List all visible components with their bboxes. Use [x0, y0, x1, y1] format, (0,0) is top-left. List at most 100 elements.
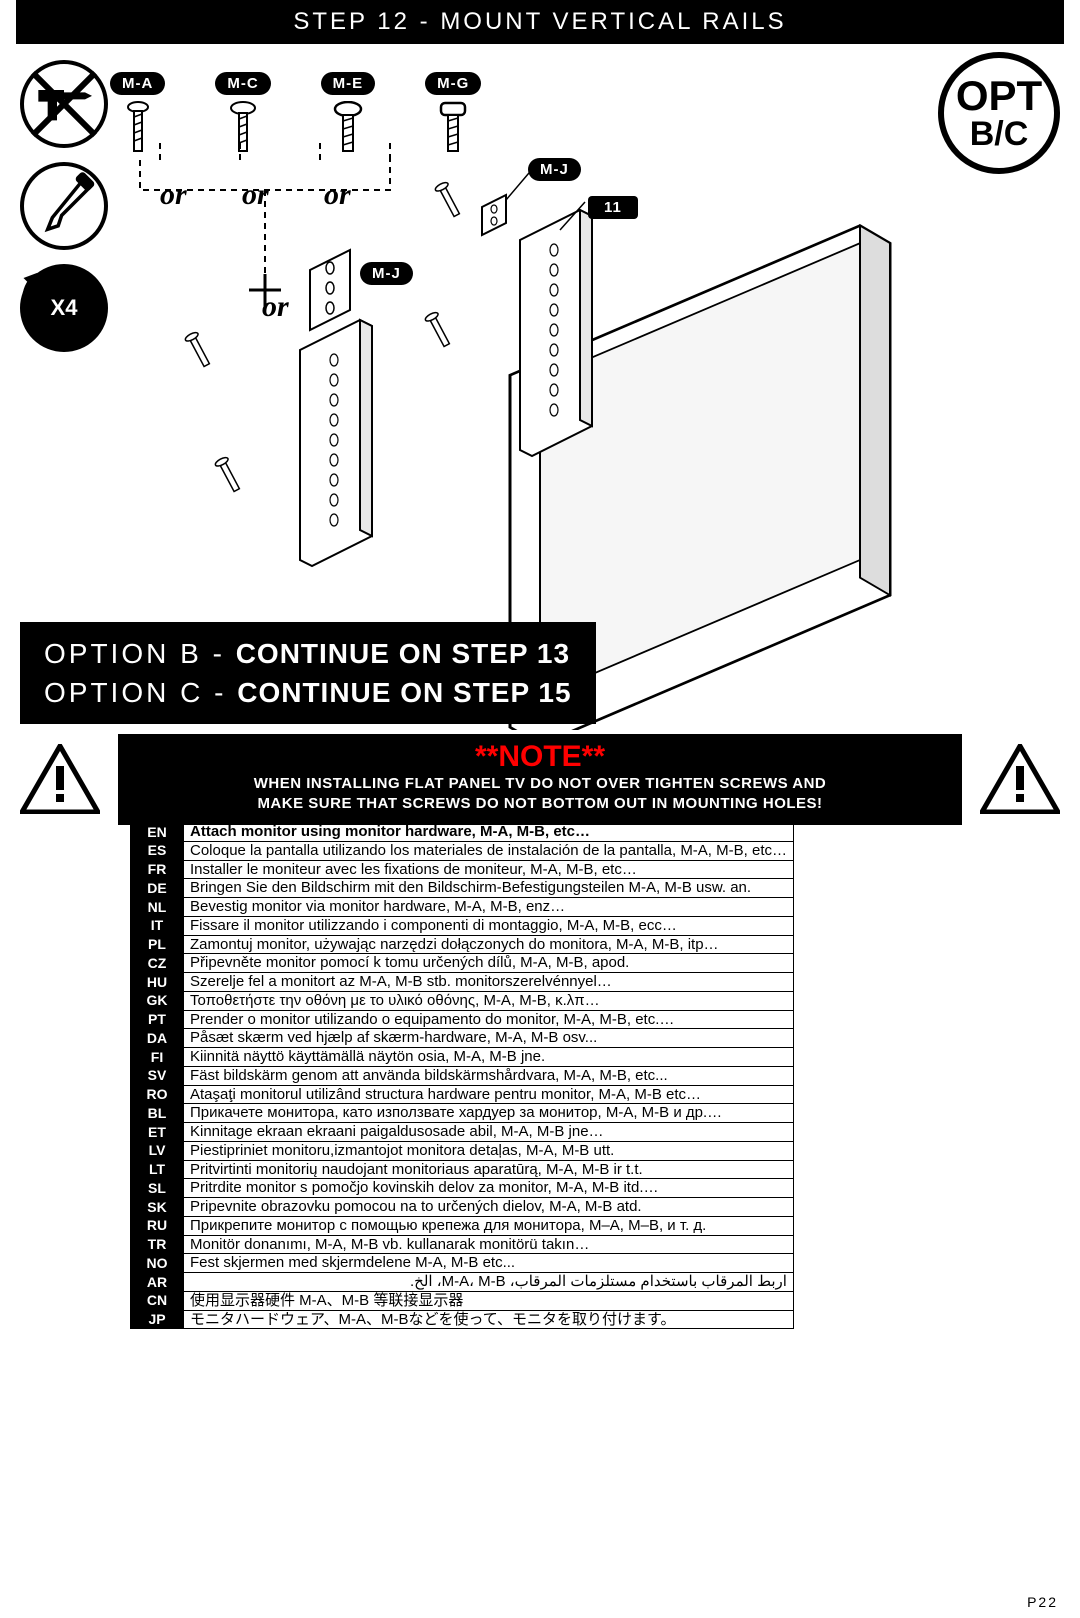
lang-code: SL: [131, 1179, 184, 1198]
table-row: NLBevestig monitor via monitor hardware,…: [131, 898, 794, 917]
or-label: or: [324, 178, 351, 212]
table-row: NOFest skjermen med skjermdelene M-A, M-…: [131, 1254, 794, 1273]
lang-text: Прикачете монитора, като използвате хард…: [184, 1104, 794, 1123]
lang-code: NL: [131, 898, 184, 917]
note-row: **NOTE** WHEN INSTALLING FLAT PANEL TV D…: [20, 734, 1060, 825]
tool-column: X4: [20, 60, 108, 352]
lang-code: DE: [131, 879, 184, 898]
note-title: **NOTE**: [128, 740, 952, 774]
bc-label: B/C: [970, 117, 1029, 151]
lang-text: Fäst bildskärm genom att använda bildskä…: [184, 1066, 794, 1085]
page-number: P22: [1027, 1594, 1058, 1610]
lang-code: GK: [131, 991, 184, 1010]
lang-text: Pripevnite obrazovku pomocou na to určen…: [184, 1198, 794, 1217]
table-row: GKΤοποθετήστε την οθόνη με το υλικό οθόν…: [131, 991, 794, 1010]
lang-text: Pritrdite monitor s pomočjo kovinskih de…: [184, 1179, 794, 1198]
table-row: LVPiestipriniet monitoru,izmantojot moni…: [131, 1141, 794, 1160]
table-row: CN使用显示器硬件 M-A、M-B 等联接显示器: [131, 1291, 794, 1310]
lang-code: JP: [131, 1310, 184, 1329]
lang-code: LT: [131, 1160, 184, 1179]
screw-label: M-A: [110, 72, 165, 95]
lang-text: Zamontuj monitor, używając narzędzi dołą…: [184, 935, 794, 954]
table-row: SVFäst bildskärm genom att använda bilds…: [131, 1066, 794, 1085]
lang-text: Fissare il monitor utilizzando i compone…: [184, 916, 794, 935]
lang-text: Monitör donanımı, M-A, M-B vb. kullanara…: [184, 1235, 794, 1254]
lang-text: Прикрепите монитор с помощью крепежа для…: [184, 1216, 794, 1235]
warning-icon: [980, 744, 1060, 814]
lang-text: Påsæt skærm ved hjælp af skærm-hardware,…: [184, 1029, 794, 1048]
lang-text: Piestipriniet monitoru,izmantojot monito…: [184, 1141, 794, 1160]
callout-11: 11: [588, 196, 638, 219]
opt-label: OPT: [956, 75, 1042, 117]
warning-icon: [20, 744, 100, 814]
lang-code: PT: [131, 1010, 184, 1029]
lang-code: TR: [131, 1235, 184, 1254]
or-label: or: [242, 178, 269, 212]
table-row: RUПрикрепите монитор с помощью крепежа д…: [131, 1216, 794, 1235]
table-row: ROAtaşaţi monitorul utilizând structura …: [131, 1085, 794, 1104]
lang-code: NO: [131, 1254, 184, 1273]
lang-code: ES: [131, 841, 184, 860]
note-body: WHEN INSTALLING FLAT PANEL TV DO NOT OVE…: [128, 774, 952, 815]
no-drill-icon: [20, 60, 108, 148]
table-row: BLПрикачете монитора, като използвате ха…: [131, 1104, 794, 1123]
table-row: ITFissare il monitor utilizzando i compo…: [131, 916, 794, 935]
or-label: or: [160, 178, 187, 212]
page-header: STEP 12 - MOUNT VERTICAL RAILS: [16, 0, 1064, 44]
or-label: or: [262, 290, 289, 324]
lang-code: SK: [131, 1198, 184, 1217]
lang-text: Bevestig monitor via monitor hardware, M…: [184, 898, 794, 917]
table-row: PTPrender o monitor utilizando o equipam…: [131, 1010, 794, 1029]
table-row: PLZamontuj monitor, używając narzędzi do…: [131, 935, 794, 954]
lang-text: モニタハードウェア、M-A、M-Bなどを使って、モニタを取り付けます。: [184, 1310, 794, 1329]
lang-text: اربط المرقاب باستخدام مستلزمات المرقاب، …: [184, 1273, 794, 1292]
language-table: ENAttach monitor using monitor hardware,…: [130, 822, 794, 1329]
lang-text: Kiinnitä näyttö käyttämällä näytön osia,…: [184, 1048, 794, 1067]
lang-code: LV: [131, 1141, 184, 1160]
lang-code: RU: [131, 1216, 184, 1235]
lang-code: FI: [131, 1048, 184, 1067]
lang-text: Τοποθετήστε την οθόνη με το υλικό οθόνης…: [184, 991, 794, 1010]
lang-text: Kinnitage ekraan ekraani paigaldusosade …: [184, 1123, 794, 1142]
lang-text: Připevněte monitor pomocí k tomu určenýc…: [184, 954, 794, 973]
lang-code: EN: [131, 823, 184, 842]
table-row: DAPåsæt skærm ved hjælp af skærm-hardwar…: [131, 1029, 794, 1048]
rotate-x4-icon: X4: [20, 264, 108, 352]
table-row: JPモニタハードウェア、M-A、M-Bなどを使って、モニタを取り付けます。: [131, 1310, 794, 1329]
table-row: SKPripevnite obrazovku pomocou na to urč…: [131, 1198, 794, 1217]
lang-text: 使用显示器硬件 M-A、M-B 等联接显示器: [184, 1291, 794, 1310]
screw-label: M-C: [215, 72, 270, 95]
lang-code: IT: [131, 916, 184, 935]
lang-code: SV: [131, 1066, 184, 1085]
lang-text: Szerelje fel a monitort az M-A, M-B stb.…: [184, 973, 794, 992]
lang-code: AR: [131, 1273, 184, 1292]
lang-code: CN: [131, 1291, 184, 1310]
lang-code: ET: [131, 1123, 184, 1142]
lang-text: Coloque la pantalla utilizando los mater…: [184, 841, 794, 860]
callout-mj-1: M-J: [528, 158, 581, 181]
lang-text: Bringen Sie den Bildschirm mit den Bilds…: [184, 879, 794, 898]
table-row: TRMonitör donanımı, M-A, M-B vb. kullana…: [131, 1235, 794, 1254]
option-b-line: OPTION B - CONTINUE ON STEP 13: [44, 634, 572, 673]
screw-label: M-G: [425, 72, 481, 95]
callout-mj-2: M-J: [360, 262, 413, 285]
lang-text: Prender o monitor utilizando o equipamen…: [184, 1010, 794, 1029]
table-row: DEBringen Sie den Bildschirm mit den Bil…: [131, 879, 794, 898]
note-box: **NOTE** WHEN INSTALLING FLAT PANEL TV D…: [118, 734, 962, 825]
table-row: FRInstaller le moniteur avec les fixatio…: [131, 860, 794, 879]
lang-code: BL: [131, 1104, 184, 1123]
opt-badge: OPT B/C: [938, 52, 1060, 174]
table-row: LTPritvirtinti monitorių naudojant monit…: [131, 1160, 794, 1179]
table-row: ARاربط المرقاب باستخدام مستلزمات المرقاب…: [131, 1273, 794, 1292]
table-row: HUSzerelje fel a monitort az M-A, M-B st…: [131, 973, 794, 992]
lang-text: Pritvirtinti monitorių naudojant monitor…: [184, 1160, 794, 1179]
table-row: ESColoque la pantalla utilizando los mat…: [131, 841, 794, 860]
lang-code: DA: [131, 1029, 184, 1048]
lang-text: Ataşaţi monitorul utilizând structura ha…: [184, 1085, 794, 1104]
screw-label: M-E: [321, 72, 376, 95]
lang-text: Fest skjermen med skjermdelene M-A, M-B …: [184, 1254, 794, 1273]
option-continue-box: OPTION B - CONTINUE ON STEP 13 OPTION C …: [20, 622, 596, 724]
table-row: ETKinnitage ekraan ekraani paigaldusosad…: [131, 1123, 794, 1142]
lang-code: HU: [131, 973, 184, 992]
table-row: FIKiinnitä näyttö käyttämällä näytön osi…: [131, 1048, 794, 1067]
